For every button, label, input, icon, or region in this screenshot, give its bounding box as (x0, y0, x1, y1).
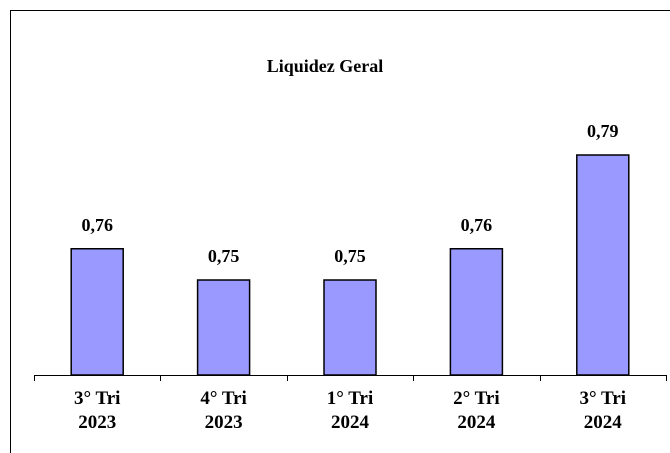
bar (323, 279, 377, 376)
data-label: 0,79 (587, 121, 619, 141)
bar (70, 248, 124, 376)
x-tick-label: 4° Tri 2023 (200, 388, 247, 433)
x-tick-label: 3° Tri 2023 (73, 388, 121, 433)
chart-title: Liquidez Geral (267, 56, 384, 76)
x-tick-label: 1° Tri 2024 (326, 388, 374, 433)
data-label: 0,75 (334, 246, 366, 266)
data-label: 0,76 (81, 215, 113, 235)
bar (576, 154, 630, 376)
bar (449, 248, 504, 376)
x-tick-label: 3° Tri 2024 (579, 388, 627, 433)
data-label: 0,76 (461, 215, 493, 235)
frame (10, 10, 670, 453)
x-tick-label: 2° Tri 2024 (453, 388, 500, 433)
bar (196, 279, 251, 376)
data-label: 0,75 (208, 246, 240, 266)
